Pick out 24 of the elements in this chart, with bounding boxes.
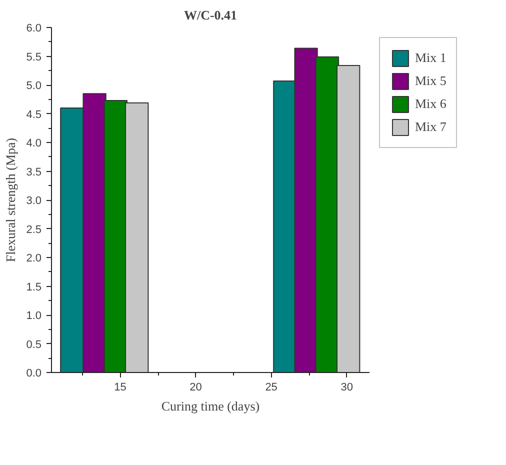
y-tick-label: 1.0	[26, 310, 42, 322]
y-tick-label: 2.0	[26, 252, 42, 264]
x-axis-title: Curing time (days)	[161, 398, 260, 414]
legend-label: Mix 5	[415, 73, 446, 89]
y-tick-label: 0.0	[26, 368, 42, 380]
y-tick-label: 5.0	[26, 80, 42, 92]
legend-label: Mix 1	[415, 50, 446, 66]
y-tick-label: 3.0	[26, 195, 42, 207]
x-tick-label: 25	[265, 382, 278, 394]
legend-label: Mix 7	[415, 119, 446, 135]
y-tick-label: 6.0	[26, 22, 42, 34]
x-tick-label: 30	[340, 382, 353, 394]
y-tick-label: 1.5	[26, 281, 42, 294]
y-tick-label: 4.5	[26, 108, 42, 121]
chart-title: W/C-0.41	[184, 8, 238, 22]
legend-label: Mix 6	[415, 96, 446, 112]
y-tick-label: 4.0	[26, 138, 42, 150]
y-tick-label: 2.5	[26, 224, 42, 236]
x-tick-label: 20	[190, 382, 202, 394]
x-tick-label: 15	[114, 382, 126, 394]
y-tick-label: 0.5	[26, 338, 42, 351]
y-axis-title: Flexural strength (Mpa)	[3, 138, 18, 262]
y-tick-label: 3.5	[26, 166, 42, 178]
y-tick-label: 5.5	[26, 51, 42, 64]
